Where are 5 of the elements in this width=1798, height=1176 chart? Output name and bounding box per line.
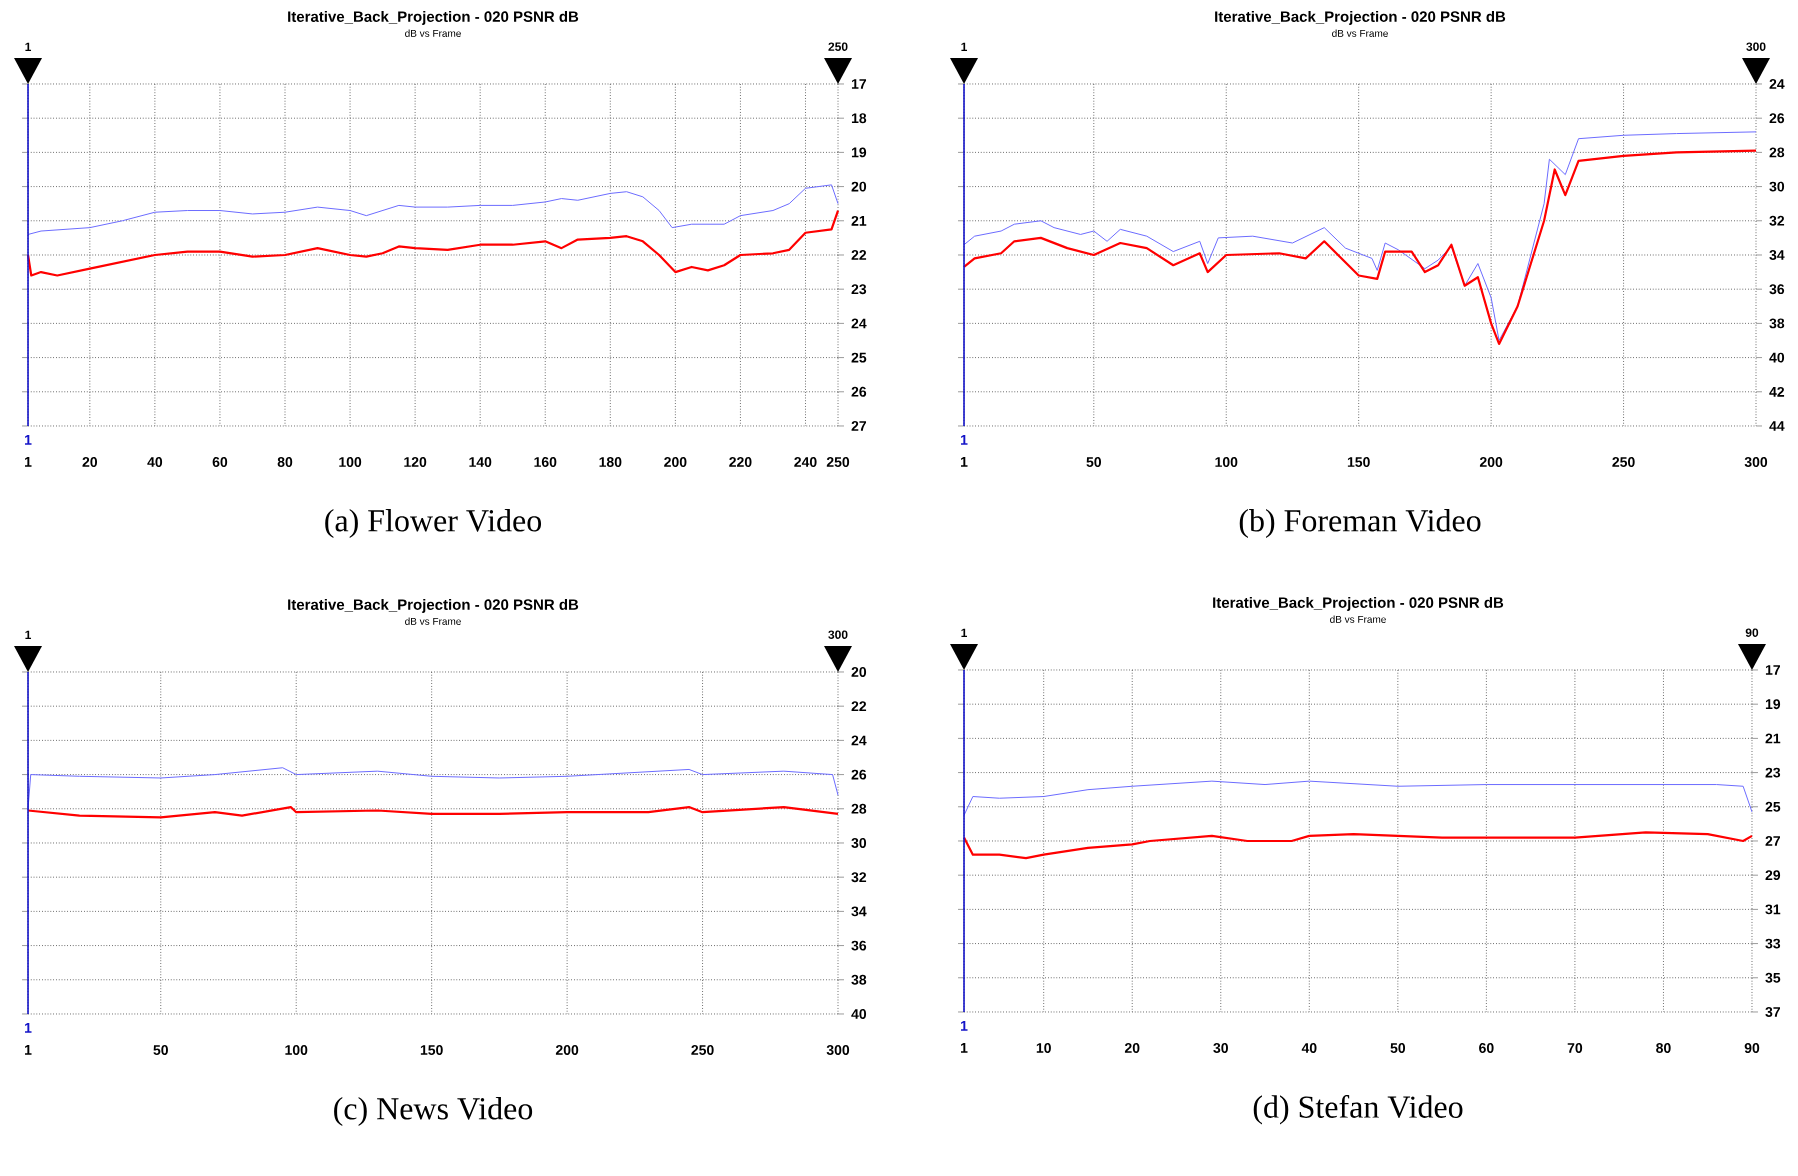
- text: (a) Flower Video: [325, 509, 542, 539]
- line-series: [962, 831, 1754, 860]
- text: (b) Foreman Video: [1239, 509, 1481, 539]
- text: (d) Stefan Video: [1253, 1095, 1463, 1125]
- text: (c) News Video: [334, 1097, 533, 1127]
